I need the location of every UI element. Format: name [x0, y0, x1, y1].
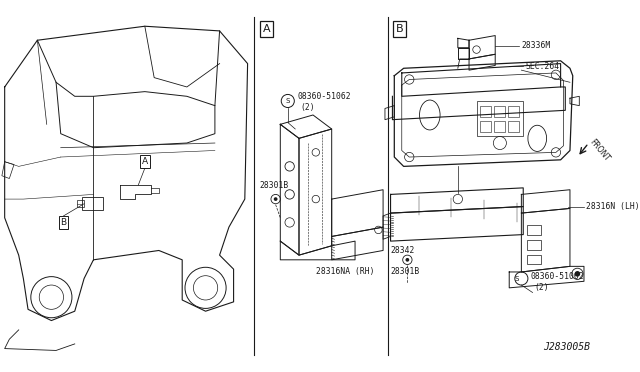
- Circle shape: [575, 271, 580, 277]
- Text: 28342: 28342: [390, 246, 415, 255]
- Text: J283005B: J283005B: [543, 342, 591, 352]
- Text: SEC.264: SEC.264: [525, 62, 559, 71]
- Text: A: A: [262, 24, 270, 34]
- Bar: [508, 121, 518, 132]
- Bar: [527, 225, 541, 235]
- Bar: [480, 121, 490, 132]
- Text: (2): (2): [534, 283, 549, 292]
- Bar: [477, 101, 524, 137]
- Text: B: B: [60, 218, 67, 227]
- Bar: [77, 200, 84, 208]
- Text: 08360-51062: 08360-51062: [297, 92, 351, 101]
- Text: 28316NA (RH): 28316NA (RH): [316, 267, 374, 276]
- Text: B: B: [396, 24, 404, 34]
- Circle shape: [274, 197, 278, 201]
- Bar: [480, 106, 490, 117]
- Bar: [508, 106, 518, 117]
- Text: 28316N (LH): 28316N (LH): [586, 202, 639, 211]
- Bar: [527, 240, 541, 250]
- Bar: [82, 197, 103, 210]
- Text: S: S: [285, 98, 290, 104]
- Text: FRONT: FRONT: [588, 138, 611, 163]
- Text: 28336M: 28336M: [522, 41, 550, 50]
- Text: 28301B: 28301B: [390, 267, 420, 276]
- Text: S: S: [515, 276, 519, 282]
- Circle shape: [406, 258, 409, 262]
- Bar: [494, 106, 504, 117]
- Text: 08360-51062: 08360-51062: [531, 272, 584, 281]
- Text: 28301B: 28301B: [260, 180, 289, 190]
- Bar: [527, 255, 541, 264]
- Text: A: A: [142, 157, 148, 166]
- Bar: [494, 121, 504, 132]
- Text: (2): (2): [301, 103, 316, 112]
